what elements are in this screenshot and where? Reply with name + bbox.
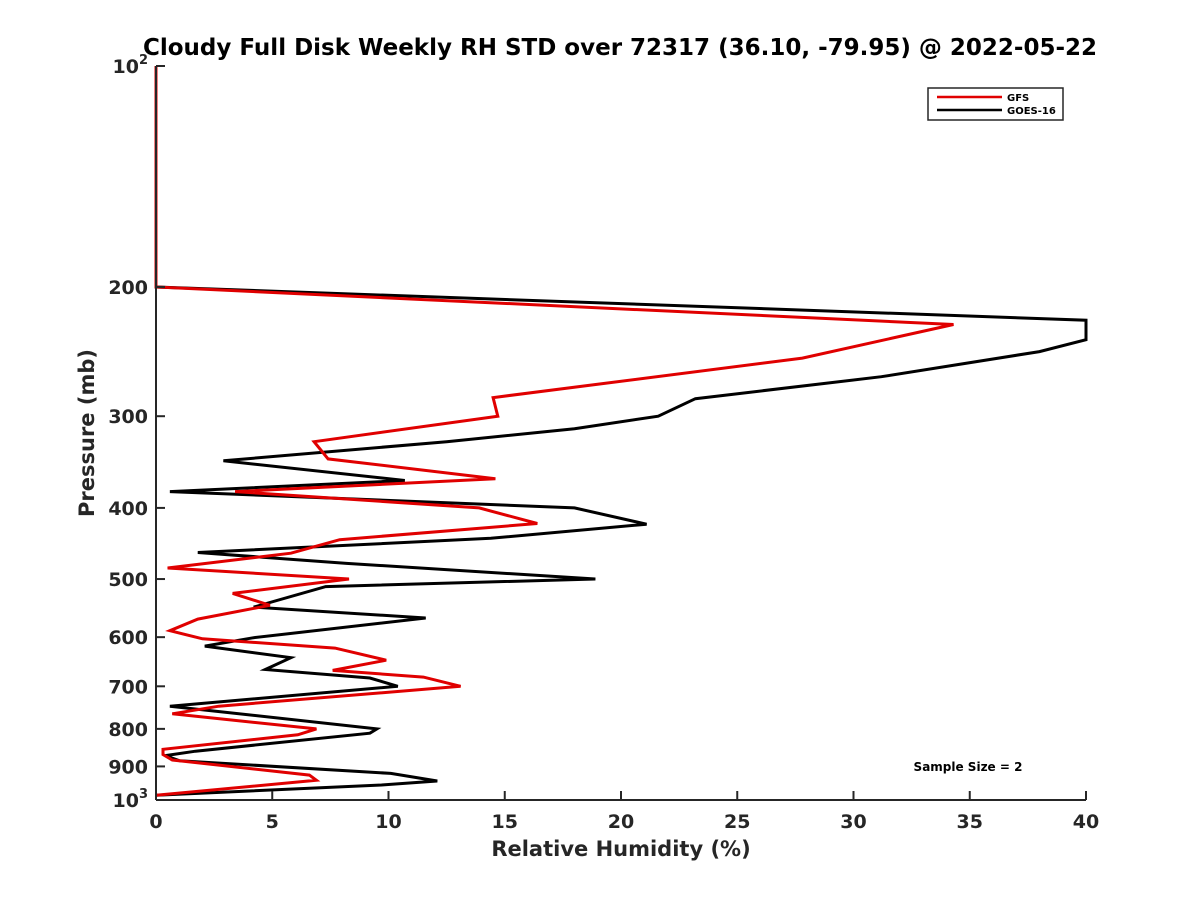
series-line-0	[154, 66, 954, 797]
legend-box	[927, 87, 1064, 121]
x-tick-label: 5	[266, 811, 279, 833]
series-layer	[154, 66, 1088, 797]
y-tick-label: 900	[108, 756, 148, 778]
x-tick-label: 10	[375, 811, 401, 833]
x-tick-label: 40	[1073, 811, 1099, 833]
y-tick-label: 500	[108, 569, 148, 591]
chart-title: Cloudy Full Disk Weekly RH STD over 7231…	[143, 35, 1097, 61]
plot-area: 0 5 10 15 20 25 30 35 40 102 200 300 400 500 600 700 80…	[108, 53, 1099, 833]
legend: GFS GOES-16	[927, 87, 1064, 121]
y-tick-label: 102	[113, 53, 149, 78]
x-axis-label: Relative Humidity (%)	[491, 837, 750, 861]
x-tick-label: 15	[492, 811, 518, 833]
y-axis-label: Pressure (mb)	[75, 349, 99, 517]
y-tick-label: 700	[108, 676, 148, 698]
x-tick-label: 20	[608, 811, 634, 833]
y-tick-label: 103	[113, 787, 149, 812]
y-tick-label: 300	[108, 406, 148, 428]
x-tick-label: 30	[840, 811, 866, 833]
x-tick-label: 35	[957, 811, 983, 833]
x-ticks: 0 5 10 15 20 25 30 35 40	[149, 791, 1099, 833]
y-tick-label: 200	[108, 277, 148, 299]
sample-size-annotation: Sample Size = 2	[914, 760, 1023, 774]
y-tick-label: 400	[108, 498, 148, 520]
y-tick-label: 800	[108, 719, 148, 741]
y-ticks: 102 200 300 400 500 600 700 800 900 103	[108, 53, 165, 812]
legend-label-goes16: GOES-16	[1007, 106, 1056, 117]
x-tick-label: 0	[149, 811, 162, 833]
x-tick-label: 25	[724, 811, 750, 833]
y-tick-label: 600	[108, 627, 148, 649]
series-line-1	[154, 66, 1088, 797]
legend-label-gfs: GFS	[1007, 93, 1029, 104]
